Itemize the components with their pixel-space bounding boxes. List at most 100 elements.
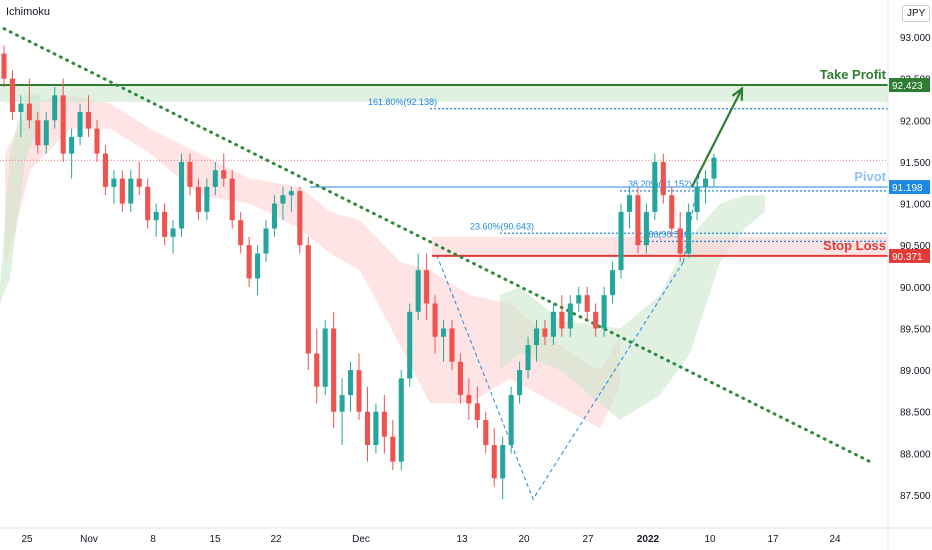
pivot-label: Pivot — [854, 169, 886, 184]
candle-body — [331, 328, 337, 412]
candle — [297, 186, 303, 254]
candle-body — [686, 211, 692, 254]
candle — [246, 236, 252, 287]
candle — [474, 386, 480, 429]
candle-body — [584, 295, 590, 312]
candle-body — [373, 411, 379, 446]
time-tick: 20 — [518, 534, 530, 545]
price-tag: 90.371 — [892, 252, 923, 263]
candle-body — [255, 253, 261, 279]
candle-body — [694, 186, 700, 212]
candle-body — [128, 178, 134, 204]
time-tick: 2022 — [637, 534, 660, 545]
candle-body — [407, 311, 413, 379]
price-tick: 87.500 — [900, 491, 931, 502]
price-tick: 88.500 — [900, 408, 931, 419]
time-tick: 22 — [270, 534, 282, 545]
candle — [508, 386, 514, 454]
candle — [533, 320, 540, 362]
candle-body — [170, 228, 176, 237]
candle-body — [43, 120, 49, 146]
candle — [348, 361, 354, 412]
candle-body — [669, 195, 675, 229]
candle-body — [348, 370, 354, 396]
candle-body — [381, 411, 387, 437]
candle — [432, 295, 438, 354]
candle — [43, 111, 49, 154]
candle — [610, 261, 616, 304]
time-tick: 27 — [582, 534, 594, 545]
candle — [500, 436, 506, 500]
candle-body — [195, 186, 201, 212]
candle — [703, 170, 709, 204]
candle — [635, 186, 641, 254]
candle — [711, 153, 717, 187]
candle — [102, 145, 108, 196]
descending-trendline — [2, 27, 872, 464]
candle — [483, 411, 489, 454]
candle-body — [221, 170, 227, 179]
candle-body — [52, 95, 58, 121]
candle — [584, 286, 590, 321]
candle-body — [593, 311, 599, 329]
candle-body — [457, 361, 463, 396]
candle — [69, 128, 75, 179]
price-tick: 93.000 — [900, 33, 931, 44]
stopLoss-label: Stop Loss — [823, 238, 886, 253]
candle — [550, 303, 556, 346]
candle-body — [677, 228, 683, 254]
candle-body — [60, 95, 66, 154]
candle — [652, 153, 658, 221]
candle — [178, 153, 185, 237]
candle — [626, 186, 633, 229]
candle-body — [398, 378, 404, 462]
candle — [373, 403, 379, 454]
candle — [162, 203, 168, 246]
price-tick: 90.500 — [900, 241, 931, 252]
candle — [187, 153, 193, 196]
candle — [576, 286, 582, 312]
time-tick: 15 — [209, 534, 221, 545]
candle-body — [500, 445, 506, 479]
candle-body — [280, 195, 286, 204]
candle-body — [102, 153, 108, 187]
price-tick: 91.500 — [900, 158, 931, 169]
candle-body — [246, 245, 252, 279]
candle — [694, 178, 700, 221]
candle — [314, 328, 320, 404]
candle — [263, 220, 269, 262]
candle — [136, 161, 142, 196]
candle — [643, 203, 649, 254]
candle-body — [204, 186, 210, 212]
candle-body — [297, 191, 303, 246]
candle-body — [711, 157, 717, 179]
candle-body — [542, 328, 548, 337]
candle — [567, 295, 573, 337]
candle-body — [466, 395, 472, 404]
candle-body — [432, 303, 438, 337]
takeProfit-label: Take Profit — [820, 67, 887, 82]
price-tag: 92.423 — [892, 81, 923, 92]
candle — [322, 320, 328, 396]
candle-body — [517, 370, 523, 396]
candle — [288, 186, 294, 212]
candle — [415, 253, 421, 321]
price-tag-bg — [889, 78, 930, 93]
candle-body — [322, 328, 328, 387]
currency-badge[interactable]: JPY — [902, 5, 931, 22]
candle — [35, 111, 41, 154]
price-axis: 93.00092.50092.00091.50091.00090.50090.0… — [887, 0, 931, 550]
trendline — [2, 27, 872, 464]
candle — [407, 303, 413, 387]
candle-body — [483, 420, 489, 446]
candle-body — [271, 203, 278, 229]
time-tick: 25 — [21, 534, 33, 545]
candle-body — [390, 436, 396, 462]
candles — [1, 45, 717, 500]
candle-body — [339, 395, 345, 412]
candle — [660, 153, 666, 204]
indicator-title: Ichimoku — [6, 6, 51, 18]
candle-body — [491, 445, 497, 479]
candle-body — [229, 178, 235, 221]
